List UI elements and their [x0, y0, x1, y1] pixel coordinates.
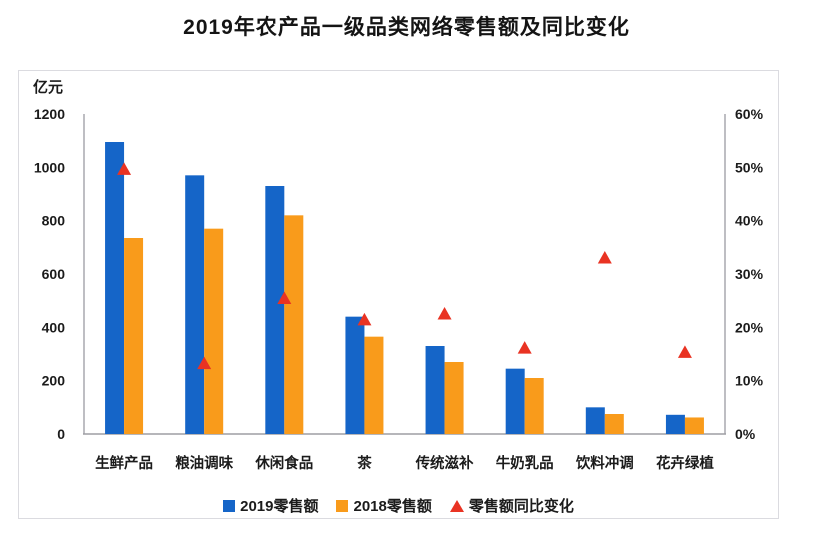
- legend-triangle-marker-icon: [449, 499, 464, 512]
- growth-triangle-marker: [677, 345, 692, 358]
- right-axis-tick-label: 50%: [735, 159, 764, 175]
- bar-2019: [265, 186, 285, 434]
- growth-triangle-marker: [597, 250, 612, 264]
- bar-2019: [185, 175, 205, 434]
- category-label: 牛奶乳品: [496, 454, 554, 472]
- right-axis-tick-label: 10%: [735, 373, 764, 389]
- bar-2019: [345, 316, 365, 434]
- category-label: 花卉绿植: [656, 454, 714, 472]
- bar-2018: [364, 336, 384, 434]
- right-axis-tick-label: 60%: [735, 106, 764, 122]
- left-axis-tick-label: 1000: [34, 159, 65, 175]
- chart-plot-area: 亿元 1200 1000 800 600 400 200 0 60% 50% 40% 30% 20% 10…: [33, 78, 764, 472]
- right-axis-tick-label: 0%: [735, 426, 756, 442]
- legend-square-marker-icon: [336, 499, 349, 512]
- category-label: 饮料冲调: [575, 454, 634, 472]
- legend-label: 2019零售额: [240, 498, 319, 515]
- page-title: 2019年农产品一级品类网络零售额及同比变化: [183, 16, 630, 39]
- bar-2018: [284, 215, 304, 434]
- right-axis-tick-label: 40%: [735, 213, 764, 229]
- bar-2019: [665, 414, 685, 434]
- growth-triangle-marker: [437, 306, 452, 320]
- left-axis-tick-label: 1200: [34, 106, 65, 122]
- bar-2019: [585, 407, 605, 434]
- bar-2018: [204, 228, 224, 434]
- legend-item: 零售额同比变化: [449, 495, 574, 516]
- bar-2019: [505, 368, 525, 434]
- left-axis-tick-label: 200: [42, 373, 66, 389]
- left-axis-unit-label: 亿元: [33, 78, 63, 96]
- legend-square-marker-icon: [223, 499, 236, 512]
- bar-2019: [425, 346, 445, 434]
- category-label: 茶: [357, 454, 372, 472]
- growth-triangle-marker: [517, 341, 532, 354]
- right-axis-tick-label: 30%: [735, 266, 764, 282]
- chart-panel: 亿元 1200 1000 800 600 400 200 0 60% 50% 40% 30% 20% 10…: [18, 70, 779, 519]
- bar-2018: [684, 417, 704, 434]
- left-axis-tick-label: 400: [42, 319, 66, 335]
- category-label: 传统滋补: [415, 454, 474, 472]
- bar-2018: [524, 378, 544, 434]
- growth-triangle-marker: [357, 312, 372, 326]
- bar-2018: [604, 414, 624, 434]
- legend-label: 2018零售额: [353, 498, 432, 515]
- left-axis-tick-label: 600: [42, 266, 66, 282]
- growth-triangle-marker: [277, 291, 292, 304]
- growth-triangle-marker: [117, 162, 132, 175]
- bar-2018: [444, 362, 464, 434]
- legend-item: 2018零售额: [336, 495, 432, 516]
- chart-legend: 2019零售额 2018零售额 零售额同比变化: [19, 495, 778, 516]
- legend-item: 2019零售额: [223, 495, 318, 516]
- bar-2019: [105, 142, 125, 434]
- left-axis-tick-label: 0: [57, 426, 65, 442]
- right-axis-tick-label: 20%: [735, 319, 764, 335]
- left-axis-tick-label: 800: [42, 213, 66, 229]
- growth-triangle-marker: [197, 356, 212, 370]
- category-label: 生鲜产品: [95, 454, 153, 472]
- legend-label: 零售额同比变化: [468, 498, 574, 515]
- category-label: 粮油调味: [175, 454, 233, 472]
- bar-2018: [124, 238, 144, 434]
- category-label: 休闲食品: [254, 454, 313, 472]
